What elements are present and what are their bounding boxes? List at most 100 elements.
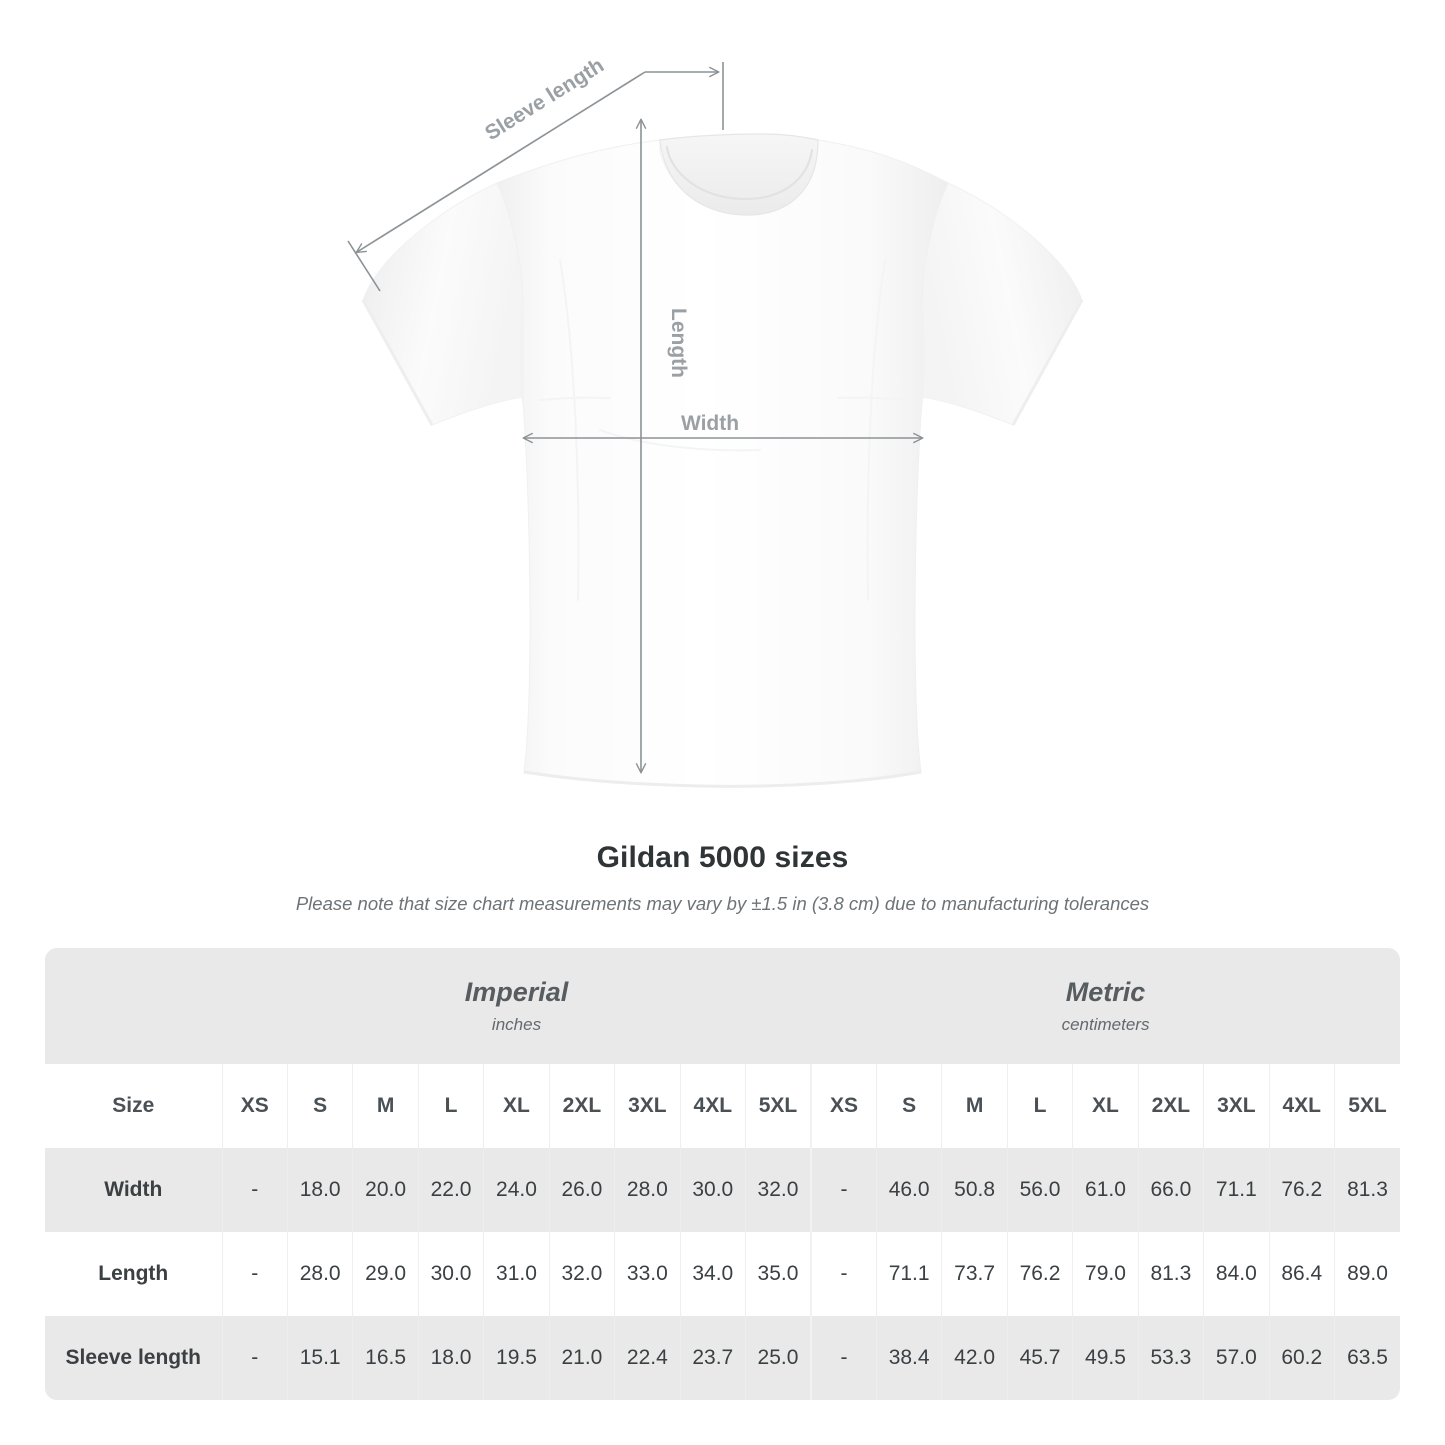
cell-sleeve-length-metric-2XL: 53.3 [1137, 1316, 1204, 1400]
cell-width-metric-2XL: 66.0 [1137, 1148, 1204, 1232]
cell-length-imperial-S: 28.0 [286, 1232, 353, 1316]
left-sleeve-hem [361, 299, 434, 426]
cell-sleeve-length-metric-L: 45.7 [1006, 1316, 1073, 1400]
cell-length-metric-5XL: 89.0 [1333, 1232, 1401, 1316]
cell-width-metric-S: 46.0 [875, 1148, 942, 1232]
length-label: Length [667, 308, 690, 378]
page-title: Gildan 5000 sizes [596, 841, 849, 874]
cell-sleeve-length-metric-M: 42.0 [941, 1316, 1008, 1400]
cell-sleeve-length-imperial-4XL: 23.7 [679, 1316, 746, 1400]
row-label-width: Width [45, 1148, 222, 1232]
unit-banner-row: Imperial inches Metric centimeters [45, 948, 1401, 1064]
tshirt-torso [496, 139, 949, 787]
cell-width-imperial-5XL: 32.0 [744, 1148, 811, 1232]
size-header-imperial-XL: XL [483, 1064, 550, 1148]
size-header-metric-3XL: 3XL [1203, 1064, 1270, 1148]
cell-sleeve-length-metric-XS: - [809, 1316, 877, 1400]
cell-sleeve-length-imperial-M: 16.5 [352, 1316, 419, 1400]
cell-sleeve-length-metric-3XL: 57.0 [1203, 1316, 1270, 1400]
cell-sleeve-length-imperial-L: 18.0 [417, 1316, 484, 1400]
cell-length-imperial-M: 29.0 [352, 1232, 419, 1316]
sleeve-dim-diagonal [355, 71, 646, 254]
size-chart-table: Imperial inches Metric centimeters Size XS S M L… [45, 948, 1401, 1400]
cell-sleeve-length-metric-XL: 49.5 [1072, 1316, 1139, 1400]
cell-length-metric-3XL: 84.0 [1203, 1232, 1270, 1316]
cell-length-imperial-2XL: 32.0 [548, 1232, 615, 1316]
cell-width-metric-XL: 61.0 [1072, 1148, 1139, 1232]
row-label-header: Size [45, 1064, 222, 1148]
sleeve-dim-cuff-tick [347, 240, 381, 292]
cell-width-imperial-M: 20.0 [352, 1148, 419, 1232]
cell-width-metric-5XL: 81.3 [1333, 1148, 1401, 1232]
size-header-metric-XL: XL [1072, 1064, 1139, 1148]
cell-width-metric-4XL: 76.2 [1268, 1148, 1335, 1232]
cell-width-metric-XS: - [809, 1148, 877, 1232]
cell-sleeve-length-imperial-S: 15.1 [286, 1316, 353, 1400]
unit-section-imperial: Imperial inches [222, 948, 811, 1064]
cell-length-imperial-5XL: 35.0 [744, 1232, 811, 1316]
cell-width-metric-L: 56.0 [1006, 1148, 1073, 1232]
cell-length-metric-2XL: 81.3 [1137, 1232, 1204, 1316]
unit-section-name: Imperial [464, 976, 569, 1007]
cell-length-imperial-4XL: 34.0 [679, 1232, 746, 1316]
size-header-imperial-4XL: 4XL [679, 1064, 746, 1148]
size-header-imperial-5XL: 5XL [744, 1064, 811, 1148]
table-row: Width -18.0 20.0 22.0 24.0 26.0 28.0 30.0 32.0-4… [45, 1148, 1401, 1232]
size-header-imperial-3XL: 3XL [614, 1064, 681, 1148]
left-armhole-seam [520, 299, 524, 403]
size-header-imperial-2XL: 2XL [548, 1064, 615, 1148]
unit-section-subtitle: inches [491, 1014, 542, 1034]
cell-length-imperial-L: 30.0 [417, 1232, 484, 1316]
length-dimension: Length [635, 118, 690, 774]
size-header-row: Size XS S M L XL 2XL 3XL 4XL 5XL XS S M L XL 2XL 3XL 4XL 5… [45, 1064, 1401, 1148]
cell-width-imperial-2XL: 26.0 [548, 1148, 615, 1232]
cell-width-imperial-XL: 24.0 [483, 1148, 550, 1232]
size-header-metric-5XL: 5XL [1333, 1064, 1401, 1148]
cell-width-metric-3XL: 71.1 [1203, 1148, 1270, 1232]
cell-sleeve-length-imperial-XS: - [221, 1316, 288, 1400]
cell-width-imperial-3XL: 28.0 [614, 1148, 681, 1232]
cell-width-imperial-XS: - [221, 1148, 288, 1232]
size-header-metric-2XL: 2XL [1137, 1064, 1204, 1148]
unit-section-metric: Metric centimeters [810, 948, 1401, 1064]
size-header-metric-4XL: 4XL [1268, 1064, 1335, 1148]
size-header-imperial-M: M [352, 1064, 419, 1148]
cell-sleeve-length-metric-S: 38.4 [875, 1316, 942, 1400]
cell-width-metric-M: 50.8 [941, 1148, 1008, 1232]
cell-length-imperial-3XL: 33.0 [614, 1232, 681, 1316]
size-chart-table-wrapper: Imperial inches Metric centimeters Size XS S M L… [45, 948, 1401, 1400]
cell-width-imperial-S: 18.0 [286, 1148, 353, 1232]
collar-inner-shadow [665, 145, 814, 201]
cell-sleeve-length-imperial-5XL: 25.0 [744, 1316, 811, 1400]
unit-banner-spacer [45, 948, 222, 1064]
table-row: Sleeve length -15.1 16.5 18.0 19.5 21.0 22.4 23… [45, 1316, 1401, 1400]
cell-length-metric-XS: - [809, 1232, 877, 1316]
size-header-imperial-XS: XS [221, 1064, 288, 1148]
row-label-sleeve-length: Sleeve length [45, 1316, 222, 1400]
cell-sleeve-length-imperial-3XL: 22.4 [614, 1316, 681, 1400]
cell-sleeve-length-metric-5XL: 63.5 [1333, 1316, 1401, 1400]
size-header-metric-XS: XS [809, 1064, 877, 1148]
cell-length-metric-L: 76.2 [1006, 1232, 1073, 1316]
cell-length-metric-4XL: 86.4 [1268, 1232, 1335, 1316]
row-label-length: Length [45, 1232, 222, 1316]
tshirt-illustration: Sleeve length Length Width [347, 54, 1084, 788]
sleeve-length-label: Sleeve length [481, 54, 608, 145]
cell-length-imperial-XL: 31.0 [483, 1232, 550, 1316]
cell-length-metric-M: 73.7 [941, 1232, 1008, 1316]
cell-length-metric-S: 71.1 [875, 1232, 942, 1316]
right-armhole-seam [921, 299, 925, 403]
tshirt-diagram: Sleeve length Length Width [347, 54, 1084, 788]
cell-length-metric-XL: 79.0 [1072, 1232, 1139, 1316]
cell-sleeve-length-metric-4XL: 60.2 [1268, 1316, 1335, 1400]
size-header-imperial-L: L [417, 1064, 484, 1148]
cell-sleeve-length-imperial-2XL: 21.0 [548, 1316, 615, 1400]
size-header-metric-L: L [1006, 1064, 1073, 1148]
width-dimension: Width [522, 412, 924, 444]
collar [659, 133, 819, 216]
fabric-folds [539, 259, 906, 601]
table-row: Length -28.0 29.0 30.0 31.0 32.0 33.0 34.0 35.0-… [45, 1232, 1401, 1316]
chart-title-block: Gildan 5000 sizes Please note that size … [0, 838, 1445, 916]
cell-width-imperial-L: 22.0 [417, 1148, 484, 1232]
left-sleeve [362, 182, 524, 426]
